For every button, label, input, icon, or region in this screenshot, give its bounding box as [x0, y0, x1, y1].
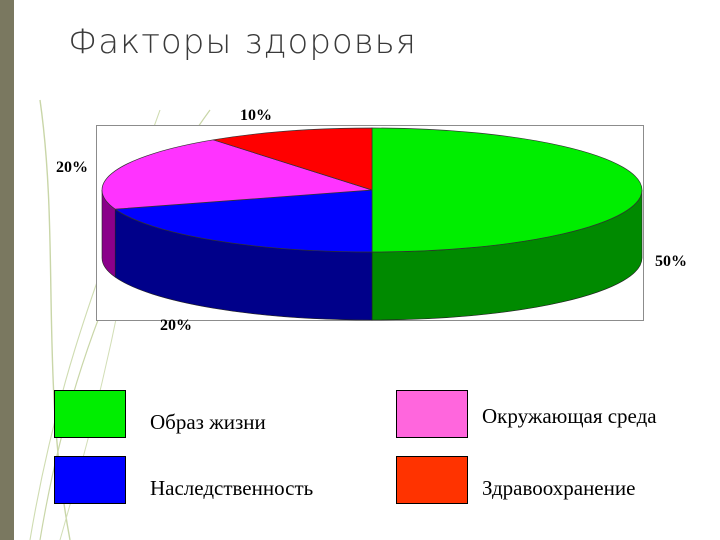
value-label-2: 20%: [56, 159, 88, 176]
legend-swatch-healthcare: [396, 456, 468, 504]
legend-label-healthcare: Здравоохранение: [482, 476, 636, 500]
legend-label-lifestyle: Образ жизни: [150, 410, 266, 434]
slide-title: Факторы здоровья: [68, 22, 417, 62]
pie-slice-0: [371, 127, 643, 253]
pie-slice-2: [101, 139, 373, 210]
legend-label-environment: Окружающая среда: [482, 404, 657, 428]
legend-swatch-lifestyle: [54, 390, 126, 438]
value-label-1: 20%: [160, 317, 192, 334]
pie-slice-3: [213, 127, 373, 191]
legend-swatch-environment: [396, 390, 468, 438]
legend-label-heredity: Наследственность: [150, 476, 314, 500]
value-label-0: 50%: [655, 253, 687, 270]
value-label-3: 10%: [240, 107, 272, 124]
pie-slice-1: [114, 189, 373, 253]
legend-swatch-heredity: [54, 456, 126, 504]
slide-side-bar: [0, 0, 14, 540]
